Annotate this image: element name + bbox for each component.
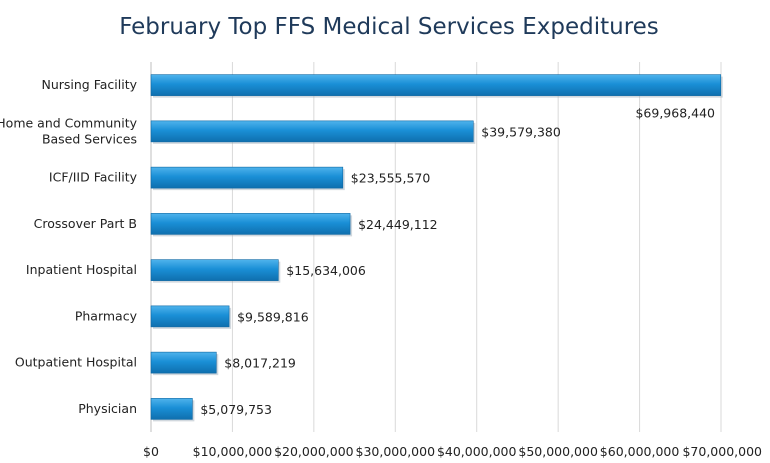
data-label: $8,017,219	[224, 356, 296, 371]
bars	[150, 74, 723, 422]
category-label: Pharmacy	[75, 308, 138, 323]
x-tick-label: $60,000,000	[600, 444, 680, 459]
category-label: Nursing Facility	[41, 77, 137, 92]
data-label: $23,555,570	[351, 171, 431, 186]
category-label: ICF/IID Facility	[49, 170, 138, 185]
category-label: Outpatient Hospital	[15, 355, 137, 370]
data-label: $24,449,112	[358, 217, 438, 232]
bar	[150, 74, 722, 96]
x-tick-label: $30,000,000	[356, 444, 436, 459]
category-labels: Nursing Facility Home and CommunityBased …	[0, 77, 138, 416]
category-label: Based Services	[42, 131, 137, 146]
bar	[150, 305, 230, 328]
category-label: Inpatient Hospital	[26, 262, 137, 277]
bar	[150, 259, 279, 281]
bar	[150, 166, 344, 189]
bar	[150, 351, 217, 374]
x-tick-label: $40,000,000	[437, 444, 517, 459]
data-label: $9,589,816	[237, 309, 309, 324]
x-tick-label: $50,000,000	[518, 444, 598, 459]
chart-title: February Top FFS Medical Services Expedi…	[119, 14, 659, 40]
data-label: $15,634,006	[286, 263, 366, 278]
data-label: $39,579,380	[481, 124, 561, 139]
category-label: Crossover Part B	[34, 216, 137, 231]
x-tick-label: $10,000,000	[193, 444, 273, 459]
data-labels: $69,968,440 $39,579,380 $23,555,570 $24,449…	[200, 106, 715, 417]
bar	[150, 120, 474, 143]
x-axis-tick-labels: $0 $10,000,000 $20,000,000 $30,000,000 $40,0…	[143, 444, 762, 459]
bar	[150, 213, 351, 235]
category-label: Physician	[78, 401, 137, 416]
x-tick-label: $20,000,000	[274, 444, 354, 459]
data-label: $5,079,753	[200, 402, 272, 417]
data-label: $69,968,440	[635, 106, 715, 121]
category-label: Home and Community	[0, 115, 138, 130]
x-tick-label: $0	[143, 444, 159, 459]
x-tick-label: $70,000,000	[682, 444, 762, 459]
bar	[150, 398, 193, 420]
